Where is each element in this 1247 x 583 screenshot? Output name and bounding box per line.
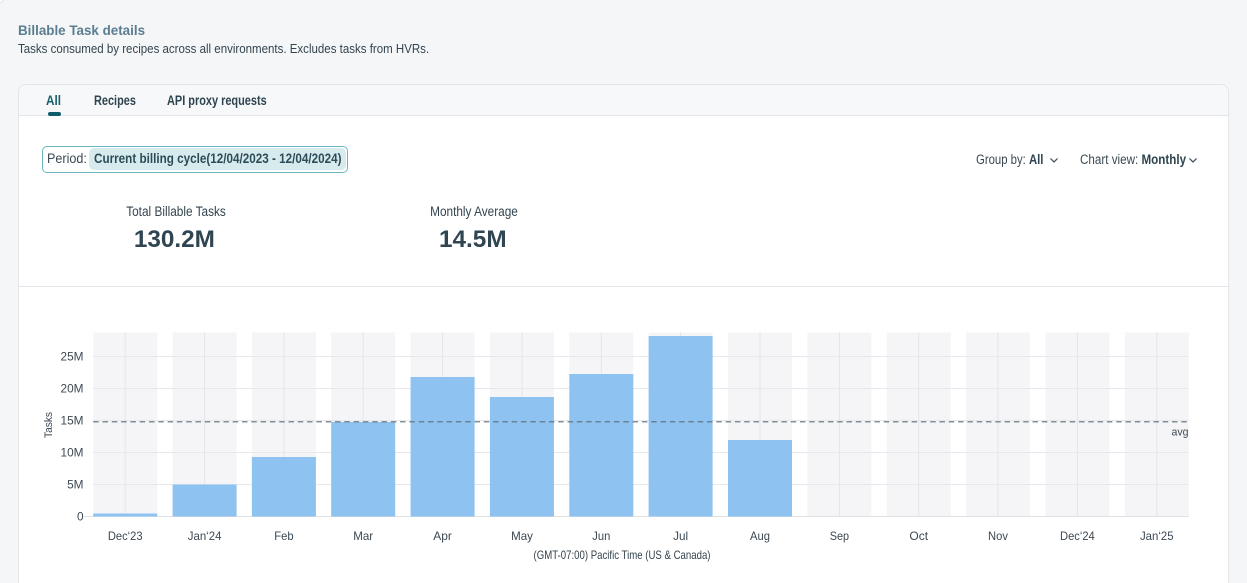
svg-text:Nov: Nov	[988, 529, 1008, 543]
svg-text:Sep: Sep	[830, 529, 850, 543]
svg-text:(GMT-07:00) Pacific Time (US &: (GMT-07:00) Pacific Time (US & Canada)	[534, 548, 711, 562]
svg-text:Dec‘23: Dec‘23	[108, 529, 143, 543]
svg-text:avg: avg	[1172, 427, 1189, 439]
svg-text:Mar: Mar	[353, 529, 373, 543]
svg-text:Jan‘24: Jan‘24	[188, 529, 222, 543]
svg-text:Tasks: Tasks	[43, 412, 55, 438]
svg-text:May: May	[511, 529, 533, 543]
svg-text:0: 0	[77, 510, 84, 524]
svg-text:Jun: Jun	[592, 529, 610, 543]
svg-text:Oct: Oct	[909, 529, 928, 543]
svg-text:Jan‘25: Jan‘25	[1140, 529, 1174, 543]
svg-text:Feb: Feb	[274, 529, 294, 543]
svg-text:15M: 15M	[61, 414, 84, 428]
svg-text:25M: 25M	[61, 350, 84, 364]
svg-text:5M: 5M	[67, 478, 83, 492]
svg-text:Apr: Apr	[433, 529, 452, 543]
svg-text:Jul: Jul	[673, 529, 688, 543]
svg-text:10M: 10M	[61, 446, 84, 460]
svg-text:Dec‘24: Dec‘24	[1060, 529, 1095, 543]
svg-text:20M: 20M	[61, 382, 84, 396]
svg-text:Aug: Aug	[750, 529, 770, 543]
